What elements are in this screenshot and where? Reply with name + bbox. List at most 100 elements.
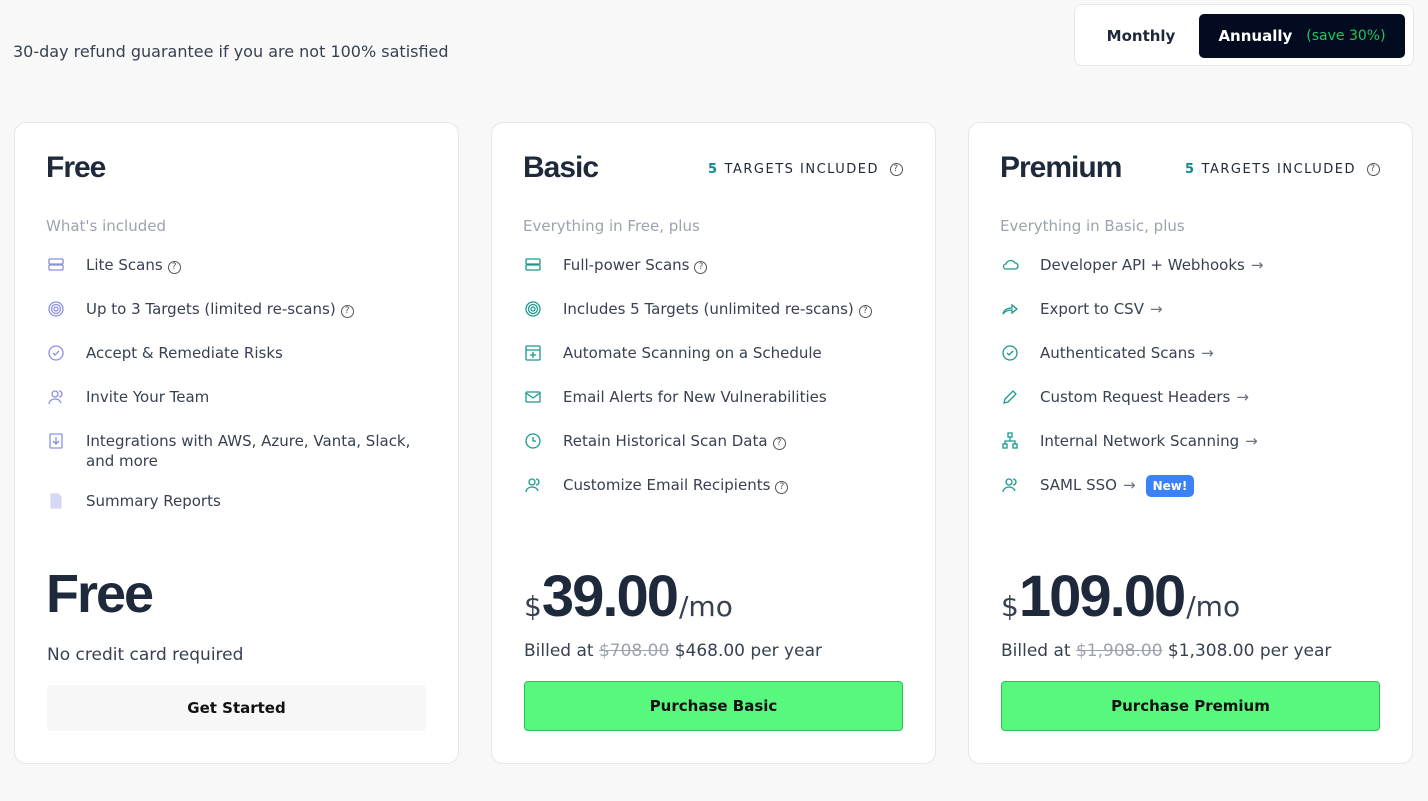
- calendar-plus-icon: [523, 343, 543, 363]
- feature-list: Full-power Scans? Includes 5 Targets (unl…: [523, 255, 905, 519]
- feature-item: Accept & Remediate Risks: [46, 343, 428, 367]
- feature-label: Email Alerts for New Vulnerabilities: [563, 388, 827, 406]
- download-icon: [46, 431, 66, 451]
- feature-item: Includes 5 Targets (unlimited re-scans)?: [523, 299, 905, 323]
- feature-item: SAML SSO → New!: [1000, 475, 1382, 499]
- help-icon[interactable]: ?: [340, 305, 354, 318]
- new-badge: New!: [1145, 475, 1195, 497]
- purchase-basic-button[interactable]: Purchase Basic: [524, 681, 903, 731]
- feature-text: Full-power Scans?: [563, 255, 708, 275]
- plan-card-free: Free What's included Lite Scans? Up to 3 …: [14, 122, 459, 764]
- users-icon: [523, 475, 543, 495]
- refund-guarantee-text: 30-day refund guarantee if you are not 1…: [13, 42, 449, 61]
- feature-list: Lite Scans? Up to 3 Targets (limited re-s…: [46, 255, 428, 535]
- targets-included: 5 TARGETS INCLUDED?: [1185, 162, 1380, 177]
- feature-label: Integrations with AWS, Azure, Vanta, Sla…: [86, 432, 411, 470]
- feature-label: Accept & Remediate Risks: [86, 344, 283, 362]
- plan-title: Free: [46, 151, 106, 184]
- feature-text: Invite Your Team: [86, 387, 209, 407]
- help-icon[interactable]: ?: [694, 261, 708, 274]
- feature-item: Customize Email Recipients?: [523, 475, 905, 499]
- feature-text: Customize Email Recipients?: [563, 475, 789, 495]
- feature-item: Full-power Scans?: [523, 255, 905, 279]
- price-period: /mo: [678, 590, 733, 623]
- feature-label: Custom Request Headers: [1040, 388, 1231, 406]
- get-started-button[interactable]: Get Started: [47, 685, 426, 731]
- help-icon[interactable]: ?: [167, 261, 181, 274]
- feature-item: Custom Request Headers →: [1000, 387, 1382, 411]
- check-circle-icon: [1000, 343, 1020, 363]
- targets-count: 5: [708, 162, 719, 177]
- plan-subtitle: Everything in Basic, plus: [1000, 217, 1185, 235]
- feature-label: Internal Network Scanning: [1040, 432, 1240, 450]
- arrow-right-icon[interactable]: →: [1122, 476, 1136, 494]
- feature-label: SAML SSO: [1040, 476, 1117, 494]
- feature-text: Lite Scans?: [86, 255, 181, 275]
- plan-title: Basic: [523, 151, 599, 184]
- annually-option[interactable]: Annually (save 30%): [1199, 14, 1405, 58]
- arrow-right-icon[interactable]: →: [1250, 256, 1264, 274]
- arrow-right-icon[interactable]: →: [1236, 388, 1249, 406]
- feature-item: Email Alerts for New Vulnerabilities: [523, 387, 905, 411]
- plan-note: No credit card required: [47, 645, 244, 665]
- original-price: $708.00: [598, 641, 670, 661]
- feature-item: Export to CSV →: [1000, 299, 1382, 323]
- arrow-right-icon[interactable]: →: [1245, 432, 1258, 450]
- mail-icon: [523, 387, 543, 407]
- arrow-right-icon[interactable]: →: [1149, 300, 1163, 318]
- price-amount: 109.00: [1018, 564, 1186, 629]
- server-icon: [523, 255, 543, 275]
- help-icon[interactable]: ?: [775, 481, 789, 494]
- feature-text: Accept & Remediate Risks: [86, 343, 283, 363]
- feature-text: Integrations with AWS, Azure, Vanta, Sla…: [86, 431, 428, 471]
- feature-label: Invite Your Team: [86, 388, 210, 406]
- target-icon: [523, 299, 543, 319]
- billed-prefix: Billed at: [1001, 641, 1071, 661]
- feature-item: Summary Reports: [46, 491, 428, 515]
- plan-card-basic: Basic 5 TARGETS INCLUDED? Everything in F…: [491, 122, 936, 764]
- plan-card-premium: Premium 5 TARGETS INCLUDED? Everything in…: [968, 122, 1413, 764]
- billed-info: Billed at $1,908.00 $1,308.00 per year: [1001, 641, 1331, 661]
- users-icon: [1000, 475, 1020, 495]
- help-icon[interactable]: ?: [772, 437, 786, 450]
- help-icon[interactable]: ?: [1367, 163, 1380, 176]
- feature-item: Lite Scans?: [46, 255, 428, 279]
- feature-text: Summary Reports: [86, 491, 221, 511]
- feature-item: Retain Historical Scan Data?: [523, 431, 905, 455]
- billed-prefix: Billed at: [524, 641, 594, 661]
- monthly-label: Monthly: [1106, 27, 1176, 45]
- targets-included: 5 TARGETS INCLUDED?: [708, 162, 903, 177]
- feature-label: Automate Scanning on a Schedule: [563, 344, 822, 362]
- target-icon: [46, 299, 66, 319]
- monthly-option[interactable]: Monthly: [1083, 14, 1199, 58]
- pencil-icon: [1000, 387, 1020, 407]
- help-icon[interactable]: ?: [858, 305, 872, 318]
- save-label: (save 30%): [1306, 28, 1386, 44]
- arrow-right-icon[interactable]: →: [1201, 344, 1214, 362]
- currency: $: [524, 590, 542, 623]
- feature-item: Integrations with AWS, Azure, Vanta, Sla…: [46, 431, 428, 471]
- targets-label: TARGETS INCLUDED: [1201, 162, 1356, 177]
- price-period: /mo: [1186, 590, 1241, 623]
- feature-text: Authenticated Scans →: [1040, 343, 1214, 363]
- currency: $: [1001, 590, 1019, 623]
- feature-text: Up to 3 Targets (limited re-scans)?: [86, 299, 354, 319]
- feature-label: Export to CSV: [1040, 300, 1144, 318]
- feature-text: Retain Historical Scan Data?: [563, 431, 786, 451]
- feature-label: Authenticated Scans: [1040, 344, 1196, 362]
- feature-item: Developer API + Webhooks →: [1000, 255, 1382, 279]
- plan-title: Premium: [1000, 151, 1122, 184]
- targets-count: 5: [1185, 162, 1196, 177]
- feature-text: Automate Scanning on a Schedule: [563, 343, 822, 363]
- feature-item: Invite Your Team: [46, 387, 428, 411]
- billed-info: Billed at $708.00 $468.00 per year: [524, 641, 822, 661]
- feature-list: Developer API + Webhooks → Export to CSV → A…: [1000, 255, 1382, 519]
- help-icon[interactable]: ?: [890, 163, 903, 176]
- plan-price: $109.00/mo: [1001, 563, 1240, 630]
- feature-item: Up to 3 Targets (limited re-scans)?: [46, 299, 428, 323]
- plan-price: Free: [46, 564, 154, 624]
- feature-item: Automate Scanning on a Schedule: [523, 343, 905, 367]
- feature-text: Developer API + Webhooks →: [1040, 255, 1263, 275]
- feature-text: Email Alerts for New Vulnerabilities: [563, 387, 827, 407]
- purchase-premium-button[interactable]: Purchase Premium: [1001, 681, 1380, 731]
